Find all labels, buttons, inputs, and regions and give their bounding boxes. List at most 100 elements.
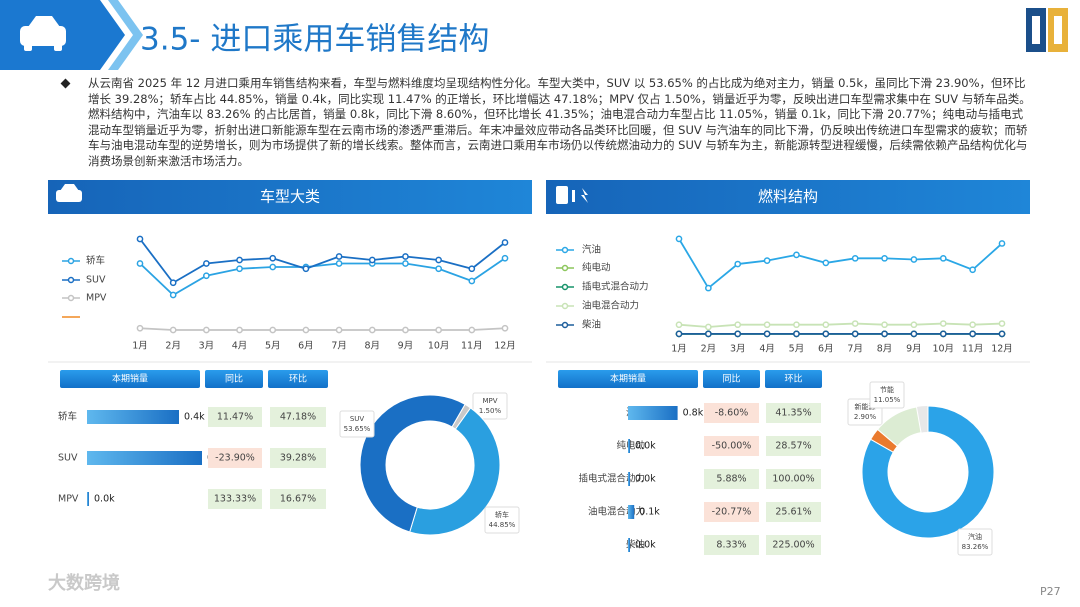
panel-title: 车型大类 — [260, 188, 320, 206]
fuel-icon — [556, 186, 588, 204]
point — [734, 330, 742, 338]
legend-marker — [561, 264, 569, 272]
legend-marker — [67, 257, 75, 265]
cell-value: 133.33% — [214, 494, 256, 505]
cell-value: 225.00% — [772, 540, 814, 551]
pie-slice — [409, 407, 501, 536]
car-icon — [56, 184, 82, 202]
x-tick-label: 7月 — [847, 344, 863, 355]
header-label: 同比 — [722, 373, 740, 385]
point — [335, 260, 343, 267]
label-box — [484, 506, 520, 534]
point — [998, 330, 1006, 338]
point — [501, 324, 509, 332]
slice-value: 1.50% — [479, 407, 502, 415]
point — [910, 256, 918, 263]
point — [236, 256, 243, 264]
slice-label: 汽油 — [968, 532, 982, 541]
point — [881, 254, 888, 262]
legend-marker — [561, 321, 569, 329]
cell-value: 25.61% — [775, 507, 811, 518]
point — [136, 235, 144, 243]
slice-label: SUV — [350, 415, 365, 423]
summary: 从云南省 2025 年 12 月进口乘用车销售结构来看，车型与燃料维度均呈现结构… — [88, 76, 1031, 168]
point — [763, 330, 771, 338]
pie-slice — [359, 394, 466, 533]
point — [236, 265, 243, 273]
sales-bar — [628, 406, 678, 420]
cell-bg — [766, 436, 821, 456]
legend-marker — [561, 246, 569, 254]
row-name: SUV — [58, 453, 78, 464]
slice-label: 节能 — [880, 385, 894, 394]
point — [939, 320, 947, 327]
header-label: 本期销量 — [112, 373, 148, 385]
legend-label: 汽油 — [582, 244, 601, 256]
pie-slice — [876, 406, 922, 447]
point — [910, 330, 918, 338]
x-tick-label: 3月 — [730, 344, 746, 355]
x-tick-label: 10月 — [428, 341, 450, 352]
sales-bar — [628, 505, 635, 519]
point — [302, 265, 310, 273]
point — [236, 326, 243, 334]
header-cell — [558, 370, 698, 388]
header-label: 环比 — [289, 373, 307, 385]
point — [881, 330, 888, 338]
sales-label: 0.0k — [635, 540, 656, 551]
point — [435, 265, 442, 273]
label-box — [339, 410, 375, 438]
line — [678, 322, 1003, 328]
cell-bg — [766, 502, 821, 522]
sales-bar — [87, 410, 179, 424]
point — [269, 263, 277, 271]
cell-bg — [766, 469, 821, 489]
header-cell — [703, 370, 760, 388]
point — [203, 326, 210, 334]
point — [368, 326, 376, 334]
x-tick-label: 5月 — [789, 344, 805, 355]
cell-value: 16.67% — [280, 494, 316, 505]
panel-header — [546, 180, 1030, 214]
point — [468, 326, 476, 334]
slice-label: 轿车 — [495, 510, 509, 519]
point — [169, 326, 177, 334]
legend-label: 柴油 — [582, 319, 601, 331]
sales-label: 0.0k — [635, 474, 656, 485]
legend-label: 纯电动 — [582, 262, 611, 274]
legend-label: MPV — [86, 293, 107, 304]
point — [136, 324, 144, 332]
cell-value: 47.18% — [280, 412, 316, 423]
point — [822, 259, 830, 267]
cell-bg — [766, 535, 821, 555]
label-box — [957, 528, 993, 556]
x-tick-label: 8月 — [877, 344, 893, 355]
point — [269, 326, 277, 334]
cell-value: 8.33% — [716, 540, 746, 551]
panel-title: 燃料结构 — [758, 188, 818, 206]
legend-label: 油电混合动力 — [582, 300, 639, 312]
panel-header — [48, 180, 532, 214]
point — [368, 256, 376, 264]
point — [705, 323, 712, 331]
point — [675, 321, 683, 329]
point — [203, 260, 210, 267]
x-tick-label: 12月 — [494, 341, 516, 352]
point — [302, 326, 310, 334]
point — [763, 257, 771, 264]
legend-label: 插电式混合动力 — [582, 281, 649, 293]
point — [851, 330, 859, 338]
x-tick-label: 1月 — [671, 344, 687, 355]
x-tick-label: 4月 — [759, 344, 775, 355]
row-name: 柴油 — [626, 539, 645, 551]
cell-value: 5.88% — [716, 474, 746, 485]
cell-bg — [270, 448, 326, 468]
point — [910, 321, 918, 329]
x-tick-label: 6月 — [818, 344, 834, 355]
point — [435, 326, 442, 334]
cell-bg — [766, 403, 821, 423]
point — [939, 330, 947, 338]
x-tick-label: 4月 — [232, 341, 248, 352]
